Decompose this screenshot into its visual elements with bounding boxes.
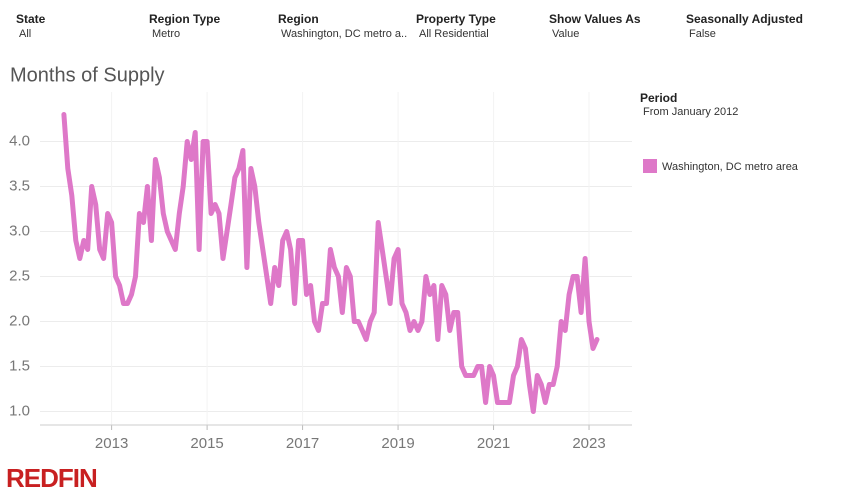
y-tick-label: 2.0 <box>9 312 30 329</box>
filter-label: Property Type <box>416 12 496 26</box>
period-label: Period <box>640 91 677 105</box>
legend-label[interactable]: Washington, DC metro area <box>662 161 799 173</box>
y-tick-label: 1.0 <box>9 402 30 419</box>
y-tick-label: 1.5 <box>9 357 30 374</box>
filter-label: Region Type <box>149 12 220 26</box>
filter-label: Region <box>278 12 319 26</box>
filter-value[interactable]: Metro <box>152 28 180 40</box>
y-tick-label: 3.5 <box>9 177 30 194</box>
filter-label: Show Values As <box>549 12 641 26</box>
y-tick-label: 3.0 <box>9 222 30 239</box>
filter-value[interactable]: False <box>689 28 716 40</box>
x-tick-label: 2017 <box>286 435 319 452</box>
x-tick-label: 2015 <box>190 435 223 452</box>
y-tick-label: 2.5 <box>9 267 30 284</box>
x-tick-label: 2013 <box>95 435 128 452</box>
filter-value[interactable]: All Residential <box>419 28 489 40</box>
x-tick-label: 2021 <box>477 435 510 452</box>
chart-title: Months of Supply <box>10 64 165 86</box>
x-tick-label: 2023 <box>572 435 605 452</box>
x-tick-label: 2019 <box>381 435 414 452</box>
logo: REDFIN <box>6 463 97 493</box>
legend-swatch[interactable] <box>643 159 657 173</box>
y-tick-label: 4.0 <box>9 132 30 149</box>
filter-value[interactable]: Value <box>552 28 579 40</box>
filter-value[interactable]: Washington, DC metro a.. <box>281 28 407 40</box>
filter-label: Seasonally Adjusted <box>686 12 803 26</box>
filter-value[interactable]: All <box>19 28 31 40</box>
data-line <box>61 112 600 414</box>
filter-label: State <box>16 12 46 26</box>
period-value: From January 2012 <box>643 106 738 118</box>
